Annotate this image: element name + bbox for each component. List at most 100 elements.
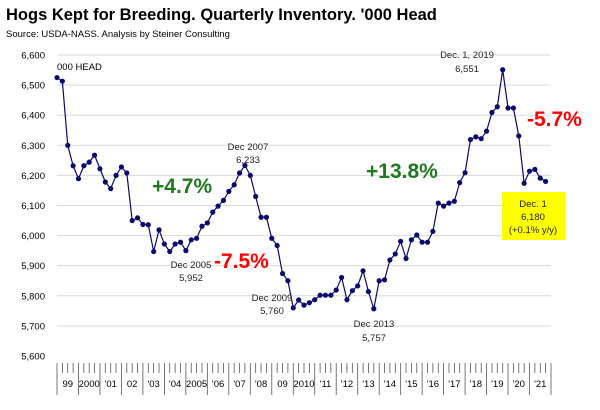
data-point (113, 172, 119, 178)
data-point (521, 180, 527, 186)
data-point (398, 238, 404, 244)
data-point (430, 228, 436, 234)
x-tick-label: 2010 (293, 379, 314, 390)
annotation-label: Dec 2009 (252, 293, 293, 304)
data-point (65, 142, 71, 148)
data-point (188, 237, 194, 243)
data-point (387, 257, 393, 263)
data-point (312, 297, 318, 303)
data-point (269, 235, 275, 241)
data-point (285, 278, 291, 284)
annotation-label: Dec. 1, 2019 (440, 50, 494, 61)
annotation-value: 6,180 (521, 212, 545, 223)
data-point (290, 305, 296, 311)
data-point (97, 166, 103, 172)
data-point (494, 104, 500, 110)
data-point (338, 274, 345, 281)
data-point (349, 288, 355, 294)
data-point (215, 203, 221, 209)
data-point (537, 175, 543, 181)
change-label-2013-2019: +13.8% (366, 160, 438, 183)
data-point (344, 297, 350, 303)
annotation-value: 5,952 (179, 273, 203, 284)
series-line (54, 67, 549, 312)
x-tick-label: '19 (491, 379, 503, 390)
data-point (124, 170, 130, 176)
data-point (75, 176, 82, 182)
data-point (301, 302, 307, 308)
x-tick-label: 2000 (79, 379, 100, 390)
data-point (183, 248, 189, 254)
data-point (371, 306, 377, 312)
data-point (59, 78, 65, 84)
y-tick-label: 6,000 (21, 231, 45, 242)
x-tick-label: '13 (362, 379, 374, 390)
annotation-dec2019: Dec. 1, 2019 6,551 (440, 50, 494, 75)
data-point (253, 193, 259, 200)
data-point (483, 128, 490, 134)
data-point (296, 297, 302, 303)
change-label-2005-2007: +4.7% (152, 175, 212, 198)
data-point (467, 136, 474, 143)
data-point (220, 197, 227, 203)
data-point (86, 159, 92, 165)
x-tick-label: '12 (341, 379, 353, 390)
data-point (258, 214, 264, 220)
data-point (167, 248, 173, 255)
data-point (156, 227, 162, 233)
x-tick-label: '17 (448, 379, 460, 390)
data-point (419, 239, 425, 245)
data-point (145, 222, 151, 228)
annotation-latest: Dec. 1 6,180 (+0.1% y/y) (502, 192, 565, 240)
data-point (172, 241, 178, 247)
data-point (500, 67, 506, 73)
x-tick-label: '01 (105, 379, 117, 390)
y-axis: 5,600 5,700 5,800 5,900 6,000 6,100 6,200 6,300… (21, 51, 45, 363)
data-point (526, 168, 533, 174)
annotation-dec2009: Dec 2009 5,760 (252, 293, 293, 317)
data-point (242, 162, 248, 169)
change-label-2019-2021: -5.7% (527, 108, 582, 131)
data-point (381, 277, 388, 283)
data-point (102, 179, 108, 185)
gridlines (57, 54, 551, 327)
annotation-label: Dec 2013 (354, 319, 395, 330)
annotation-value: 5,760 (260, 306, 284, 317)
data-point (306, 300, 312, 306)
annotation-dec2007: Dec 2007 6,233 (228, 142, 269, 166)
data-point (424, 239, 431, 245)
data-point (516, 133, 522, 139)
data-point (274, 242, 280, 249)
data-point (322, 292, 329, 298)
annotation-change: (+0.1% y/y) (509, 225, 557, 236)
data-point (510, 105, 517, 111)
data-point (392, 251, 398, 257)
annotation-label: Dec. 1 (519, 199, 546, 210)
data-point (70, 163, 76, 169)
annotation-label: Dec 2007 (228, 142, 269, 153)
annotation-value: 6,233 (236, 155, 260, 166)
x-tick-label: 2005 (186, 379, 207, 390)
x-tick-label: '15 (405, 379, 417, 390)
data-point (462, 170, 468, 176)
data-point (54, 74, 60, 81)
chart-subtitle: Source: USDA-NASS. Analysis by Steiner C… (6, 29, 230, 40)
x-tick-label: '06 (212, 379, 224, 390)
data-point (532, 166, 538, 172)
data-point (403, 255, 409, 262)
data-point (505, 105, 511, 111)
change-label-2007-2009: -7.5% (214, 250, 269, 273)
data-point (151, 248, 157, 255)
data-point (129, 217, 135, 224)
x-tick-label: '08 (255, 379, 267, 390)
x-tick-label: '21 (534, 379, 546, 390)
data-point (247, 172, 253, 178)
data-point (414, 232, 420, 238)
data-point (177, 239, 184, 245)
data-point (134, 215, 141, 221)
data-point (231, 182, 237, 188)
data-point (451, 198, 457, 204)
x-tick-label: '18 (470, 379, 482, 390)
data-point (478, 136, 484, 142)
x-tick-label: '07 (233, 379, 245, 390)
